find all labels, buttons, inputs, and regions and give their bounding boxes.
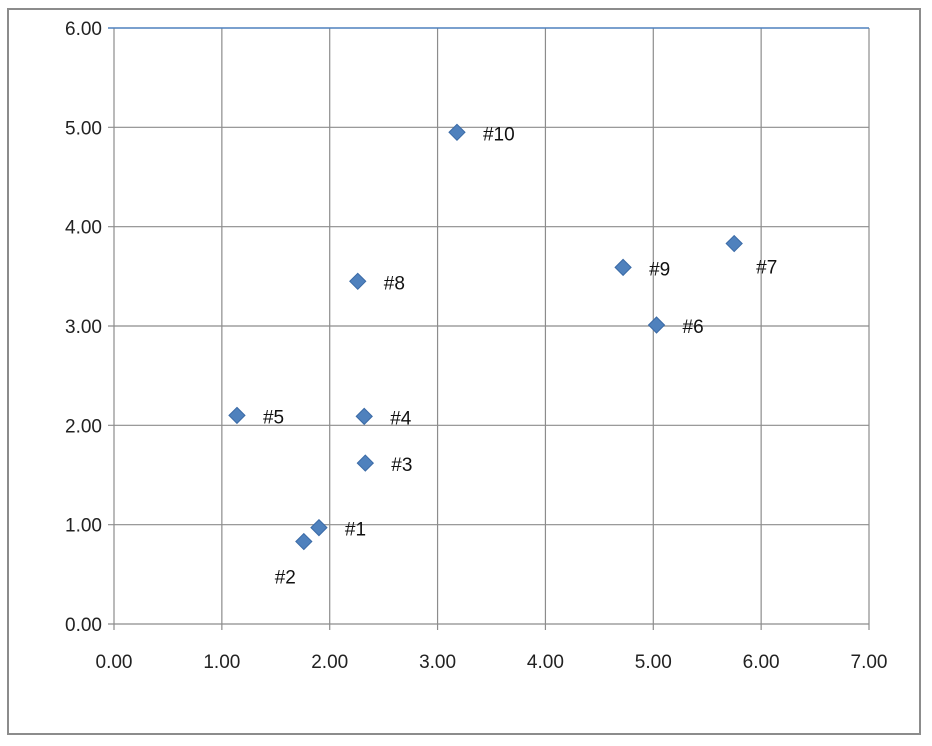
data-point bbox=[647, 316, 666, 334]
data-point bbox=[349, 272, 367, 291]
data-point bbox=[228, 406, 246, 425]
x-tick-label: 6.00 bbox=[743, 652, 780, 673]
data-label: #2 bbox=[275, 568, 296, 589]
x-tick-label: 4.00 bbox=[527, 652, 564, 673]
data-label: #4 bbox=[390, 408, 412, 429]
data-label: #9 bbox=[649, 259, 670, 280]
data-point bbox=[356, 454, 375, 472]
x-tick-label: 0.00 bbox=[96, 652, 133, 673]
y-tick-label: 6.00 bbox=[65, 19, 102, 40]
data-point bbox=[448, 123, 466, 142]
x-tick-label: 7.00 bbox=[851, 652, 888, 673]
y-tick-label: 2.00 bbox=[65, 416, 102, 437]
y-tick-label: 4.00 bbox=[65, 218, 102, 239]
x-tick-label: 1.00 bbox=[203, 652, 240, 673]
data-point bbox=[295, 532, 313, 551]
data-label: #8 bbox=[384, 273, 405, 294]
data-point bbox=[355, 407, 373, 426]
y-tick-label: 0.00 bbox=[65, 615, 102, 636]
y-tick-label: 3.00 bbox=[65, 317, 102, 338]
data-label: #7 bbox=[756, 258, 777, 279]
data-label: #10 bbox=[483, 124, 515, 145]
data-label: #6 bbox=[683, 317, 704, 338]
data-label: #5 bbox=[263, 407, 284, 428]
x-tick-label: 2.00 bbox=[311, 652, 348, 673]
y-tick-label: 5.00 bbox=[65, 118, 102, 139]
data-point bbox=[614, 258, 632, 277]
x-tick-label: 5.00 bbox=[635, 652, 672, 673]
chart-frame bbox=[7, 8, 921, 735]
data-label: #1 bbox=[345, 520, 366, 541]
y-tick-label: 1.00 bbox=[65, 516, 102, 537]
data-label: #3 bbox=[391, 455, 412, 476]
data-point bbox=[310, 518, 328, 537]
x-tick-label: 3.00 bbox=[419, 652, 456, 673]
data-point bbox=[725, 234, 743, 253]
